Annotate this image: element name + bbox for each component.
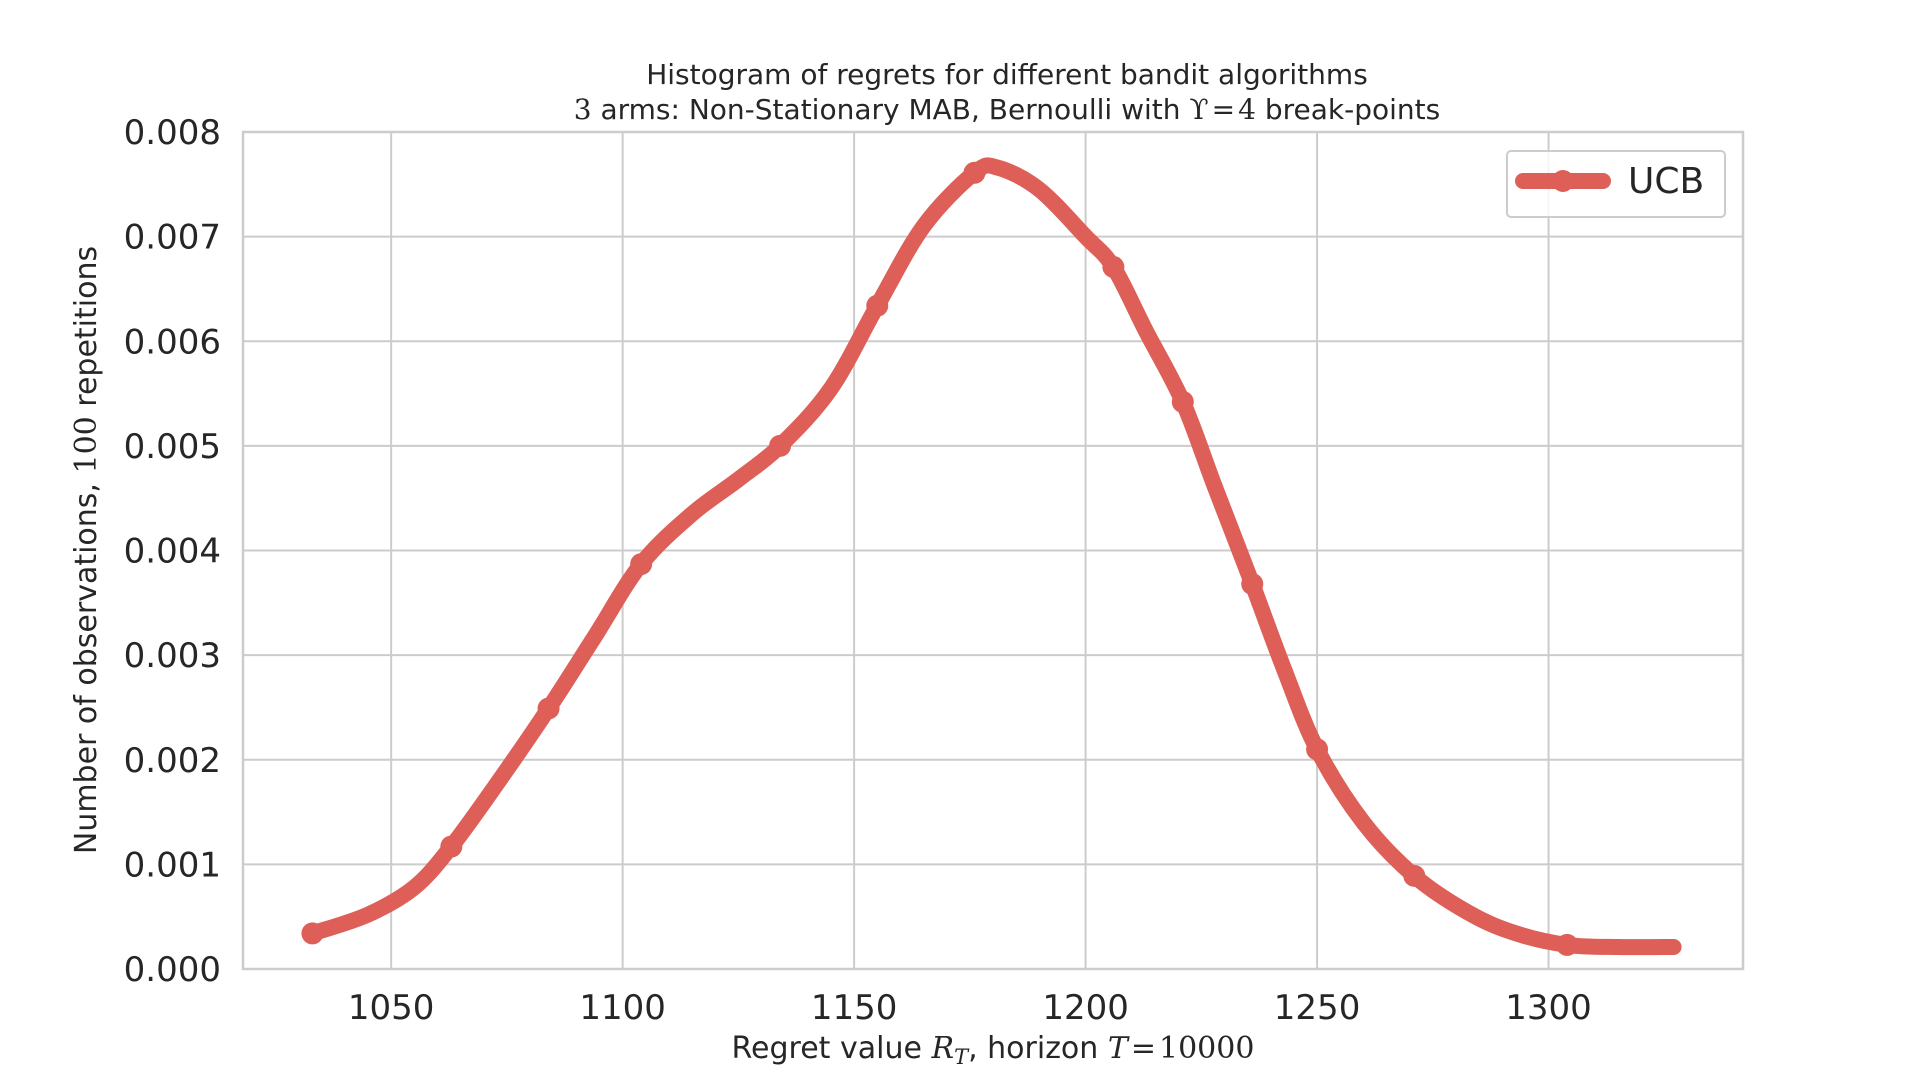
grid-lines	[243, 131, 1743, 970]
title-breakpoints-text: break-points	[1256, 93, 1440, 126]
data-point-ucb	[1171, 390, 1194, 413]
data-point-ucb	[866, 294, 889, 317]
data-point-ucb	[630, 553, 653, 576]
x-tick-label: 1100	[579, 988, 666, 1028]
data-point-ucb	[1241, 572, 1264, 595]
x-tick-label: 1050	[348, 988, 435, 1028]
title-equals: =	[1212, 93, 1235, 126]
y-tick-label: 0.001	[124, 845, 221, 885]
y-tick-label: 0.006	[124, 322, 221, 362]
x-axis-label: Regret value RT, horizon T = 10000	[732, 1031, 1255, 1069]
title-breakpoints-value: 4	[1238, 93, 1256, 126]
xlabel-horizon-symbol: T	[1108, 1031, 1130, 1066]
legend-label-ucb: UCB	[1628, 161, 1704, 202]
xlabel-symbol-sub: T	[954, 1045, 970, 1069]
x-tick-label: 1300	[1505, 988, 1592, 1028]
title-arms-text: arms: Non-Stationary MAB, Bernoulli with	[592, 93, 1190, 126]
data-point-ucb	[963, 161, 986, 184]
legend: UCB	[1506, 150, 1726, 218]
title-arms-value: 3	[574, 93, 592, 126]
title-upsilon-symbol: ϒ	[1189, 93, 1208, 126]
xlabel-prefix: Regret value	[732, 1031, 932, 1066]
x-tick-label: 1150	[811, 988, 898, 1028]
data-point-ucb	[301, 922, 324, 945]
chart-title-line2: 3 arms: Non-Stationary MAB, Bernoulli wi…	[574, 93, 1440, 126]
y-tick-labels: 0.000 0.001 0.002 0.003 0.004 0.005 0.006 0.007…	[124, 113, 221, 990]
plot-frame	[241, 130, 1745, 971]
legend-box	[1506, 150, 1726, 218]
y-axis-label: Number of observations, 100 repetitions	[69, 246, 104, 854]
series-line-ucb	[304, 157, 1682, 956]
xlabel-middle: , horizon	[968, 1031, 1108, 1066]
xlabel-equals: =	[1131, 1031, 1156, 1066]
data-point-ucb	[1403, 864, 1426, 887]
x-tick-labels: 1050 1100 1150 1200 1250 1300	[348, 988, 1592, 1028]
xlabel-symbol-main: R	[930, 1031, 954, 1066]
xlabel-horizon-value: 10000	[1159, 1031, 1254, 1066]
ylabel-prefix: Number of observations,	[69, 474, 104, 855]
y-tick-label: 0.007	[124, 218, 221, 258]
data-point-ucb	[1556, 933, 1579, 956]
y-tick-label: 0.000	[124, 950, 221, 990]
data-point-ucb	[1102, 255, 1125, 278]
data-point-ucb	[537, 697, 560, 720]
series-layer	[301, 157, 1682, 956]
chart-title-line1: Histogram of regrets for different bandi…	[646, 58, 1368, 91]
y-tick-label: 0.003	[124, 636, 221, 676]
x-tick-label: 1250	[1274, 988, 1361, 1028]
ylabel-repetitions-value: 100	[69, 416, 104, 473]
y-tick-label: 0.004	[124, 532, 221, 572]
y-tick-label: 0.008	[124, 113, 221, 153]
data-point-ucb	[1306, 738, 1329, 761]
x-tick-label: 1200	[1042, 988, 1129, 1028]
legend-marker-ucb	[1552, 170, 1574, 192]
y-tick-label: 0.005	[124, 427, 221, 467]
ylabel-suffix: repetitions	[69, 246, 104, 416]
data-point-ucb	[440, 835, 463, 858]
y-tick-label: 0.002	[124, 741, 221, 781]
data-point-ucb	[769, 434, 792, 457]
